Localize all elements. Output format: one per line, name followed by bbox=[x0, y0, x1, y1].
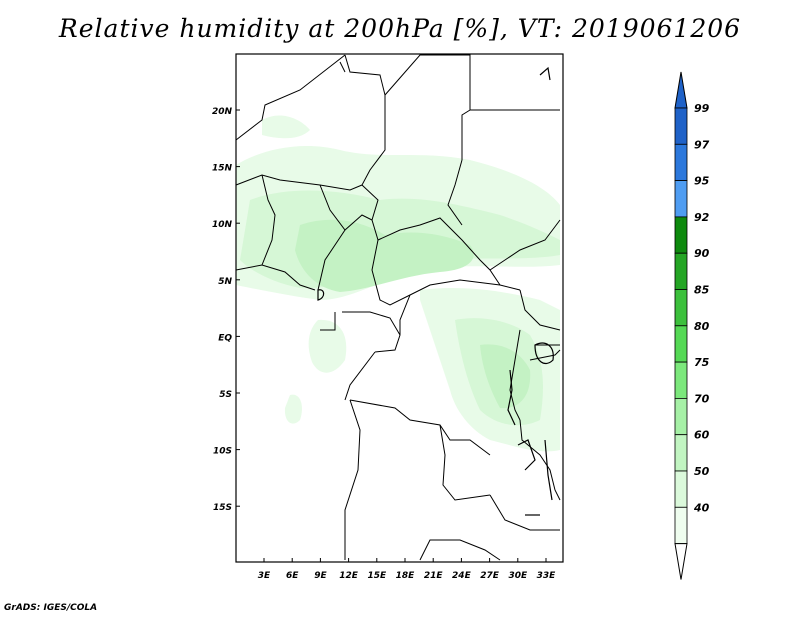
colorbar-swatch bbox=[674, 216, 688, 254]
lat-label: 20N bbox=[212, 107, 233, 117]
colorbar-swatch bbox=[674, 289, 688, 327]
colorbar-swatch bbox=[674, 107, 688, 145]
map-title: Relative humidity at 200hPa [%], VT: 201… bbox=[58, 14, 742, 43]
lat-label: 5N bbox=[218, 277, 232, 287]
colorbar-swatch bbox=[674, 143, 688, 182]
colorbar-top-triangle bbox=[674, 71, 688, 109]
colorbar-swatch bbox=[674, 180, 688, 218]
latitude-axis: 20N 15N 10N 5N EQ 5S 10S 15S bbox=[212, 107, 240, 513]
colorbar-label: 92 bbox=[694, 211, 710, 224]
lat-label: 5S bbox=[219, 390, 232, 400]
lon-label: 12E bbox=[339, 571, 359, 581]
colorbar-swatch bbox=[674, 506, 688, 544]
colorbar-swatch bbox=[674, 325, 688, 363]
lon-label: 3E bbox=[258, 571, 271, 581]
longitude-axis: 3E 6E 9E 12E 15E 18E 21E 24E 27E 30E 33E bbox=[258, 558, 556, 581]
lon-label: 24E bbox=[452, 571, 472, 581]
colorbar-label: 90 bbox=[694, 247, 710, 260]
colorbar: 99 97 95 92 90 85 80 75 70 60 50 40 bbox=[674, 71, 710, 580]
colorbar-label: 50 bbox=[694, 465, 710, 478]
lon-label: 33E bbox=[537, 571, 557, 581]
colorbar-swatch bbox=[674, 361, 688, 399]
lat-label: EQ bbox=[218, 333, 232, 343]
lon-label: 30E bbox=[508, 571, 528, 581]
lon-label: 9E bbox=[314, 571, 327, 581]
lon-label: 21E bbox=[424, 571, 444, 581]
lat-label: 15N bbox=[212, 164, 233, 174]
colorbar-label: 85 bbox=[694, 284, 710, 297]
colorbar-label: 40 bbox=[693, 501, 710, 514]
colorbar-label: 97 bbox=[694, 138, 710, 151]
lat-label: 10S bbox=[213, 447, 232, 457]
map-frame bbox=[235, 53, 564, 563]
lakes bbox=[317, 66, 554, 516]
colorbar-swatch bbox=[674, 470, 688, 508]
grads-credit: GrADS: IGES/COLA bbox=[4, 603, 98, 613]
colorbar-label: 70 bbox=[694, 392, 710, 405]
colorbar-label: 75 bbox=[694, 356, 710, 369]
colorbar-label: 80 bbox=[694, 320, 710, 333]
lon-label: 15E bbox=[367, 571, 387, 581]
colorbar-label: 95 bbox=[694, 175, 710, 188]
lon-label: 18E bbox=[396, 571, 416, 581]
colorbar-label: 99 bbox=[694, 102, 710, 115]
colorbar-bottom-triangle bbox=[674, 543, 688, 580]
colorbar-swatch bbox=[674, 434, 688, 472]
colorbar-label: 60 bbox=[694, 429, 710, 442]
lat-label: 15S bbox=[213, 503, 232, 513]
lat-label: 10N bbox=[212, 220, 233, 230]
country-borders bbox=[235, 54, 561, 561]
humidity-shading bbox=[236, 115, 560, 452]
colorbar-swatch bbox=[674, 397, 688, 436]
lon-label: 27E bbox=[480, 571, 500, 581]
lon-label: 6E bbox=[286, 571, 299, 581]
colorbar-swatch bbox=[674, 252, 688, 290]
